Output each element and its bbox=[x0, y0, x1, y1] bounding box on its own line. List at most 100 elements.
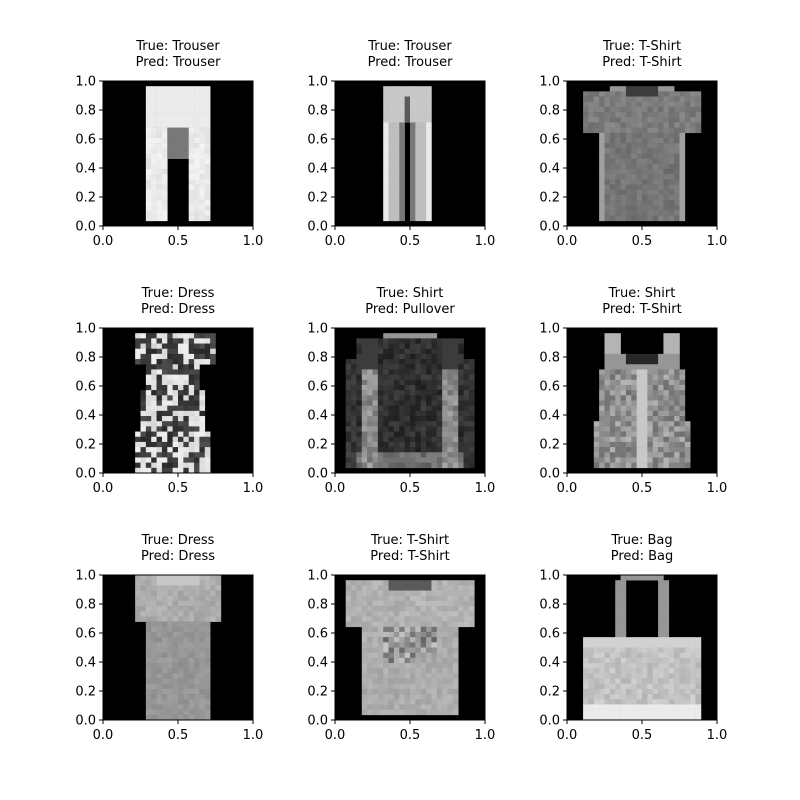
image-pixel bbox=[194, 348, 200, 355]
image-pixel bbox=[383, 410, 389, 417]
image-pixel bbox=[404, 657, 411, 664]
image-pixel bbox=[447, 709, 454, 716]
image-pixel bbox=[674, 647, 680, 653]
image-pixel bbox=[156, 210, 163, 216]
image-pixel bbox=[145, 637, 152, 643]
image-pixel bbox=[204, 652, 211, 659]
image-pixel bbox=[151, 395, 157, 401]
image-pixel bbox=[652, 390, 659, 396]
image-pixel bbox=[156, 441, 163, 448]
image-pixel bbox=[388, 395, 395, 401]
image-pixel bbox=[367, 457, 373, 463]
image-pixel bbox=[647, 416, 654, 422]
image-pixel bbox=[199, 704, 206, 710]
image-pixel bbox=[415, 441, 422, 448]
image-pixel bbox=[663, 657, 670, 664]
image-pixel bbox=[684, 421, 691, 427]
image-pixel bbox=[674, 348, 680, 355]
image-pixel bbox=[404, 348, 411, 355]
image-pixel bbox=[383, 585, 389, 591]
image-pixel bbox=[668, 91, 675, 97]
image-pixel bbox=[204, 189, 211, 196]
image-pixel bbox=[447, 400, 454, 406]
image-pixel bbox=[658, 590, 664, 597]
image-pixel bbox=[399, 338, 405, 344]
image-pixel bbox=[388, 637, 395, 643]
image-pixel bbox=[399, 374, 405, 381]
image-pixel bbox=[679, 663, 686, 669]
image-pixel bbox=[436, 421, 443, 427]
image-pixel bbox=[674, 683, 680, 690]
image-pixel bbox=[383, 678, 389, 685]
image-pixel bbox=[679, 678, 686, 685]
image-pixel bbox=[145, 678, 152, 685]
image-pixel bbox=[663, 91, 670, 97]
image-pixel bbox=[367, 384, 373, 391]
image-pixel bbox=[383, 158, 389, 165]
y-tick-label: 0.8 bbox=[75, 351, 96, 366]
image-pixel bbox=[447, 436, 454, 443]
image-pixel bbox=[652, 647, 659, 653]
image-pixel bbox=[183, 353, 190, 360]
image-pixel bbox=[194, 148, 200, 154]
image-pixel bbox=[668, 441, 675, 448]
image-pixel bbox=[658, 353, 664, 360]
image-pixel bbox=[415, 91, 422, 97]
image-pixel bbox=[178, 657, 184, 664]
image-pixel bbox=[399, 91, 405, 97]
y-tick-label: 0.0 bbox=[539, 714, 560, 729]
image-pixel bbox=[361, 374, 368, 381]
y-tick-label: 0.2 bbox=[307, 438, 328, 453]
image-pixel bbox=[188, 400, 195, 406]
image-pixel bbox=[663, 631, 670, 638]
image-pixel bbox=[145, 400, 152, 406]
image-pixel bbox=[420, 174, 427, 180]
y-tick-label: 0.0 bbox=[307, 467, 328, 482]
image-pixel bbox=[436, 416, 443, 422]
image-pixel bbox=[679, 694, 686, 700]
image-bag bbox=[567, 575, 717, 721]
image-pixel bbox=[345, 359, 352, 365]
image-pixel bbox=[604, 333, 611, 339]
image-pixel bbox=[636, 137, 643, 144]
image-pixel bbox=[620, 200, 627, 206]
image-pixel bbox=[458, 595, 464, 602]
image-pixel bbox=[631, 143, 637, 149]
image-pixel bbox=[631, 709, 637, 716]
image-pixel bbox=[178, 101, 184, 108]
image-pixel bbox=[145, 663, 152, 669]
image-pixel bbox=[442, 431, 448, 438]
image-pixel bbox=[604, 143, 611, 149]
image-pixel bbox=[199, 169, 206, 175]
image-pixel bbox=[426, 416, 432, 422]
image-pixel bbox=[599, 683, 605, 690]
image-pixel bbox=[690, 709, 696, 716]
image-pixel bbox=[188, 205, 195, 211]
image-pixel bbox=[156, 462, 163, 469]
image-pixel bbox=[361, 699, 368, 705]
image-pixel bbox=[463, 379, 470, 386]
image-pixel bbox=[663, 416, 670, 422]
image-pixel bbox=[679, 169, 686, 175]
image-pixel bbox=[642, 421, 648, 427]
image-pixel bbox=[399, 652, 405, 659]
image-pixel bbox=[420, 462, 427, 469]
image-pixel bbox=[642, 714, 648, 721]
image-pixel bbox=[647, 657, 654, 664]
image-pixel bbox=[642, 447, 648, 453]
image-pixel bbox=[404, 699, 411, 705]
image-pixel bbox=[599, 210, 605, 216]
subplot-true-label: True: Dress bbox=[141, 286, 215, 301]
image-pixel bbox=[658, 137, 664, 144]
image-pixel bbox=[194, 441, 200, 448]
image-pixel bbox=[442, 663, 448, 669]
image-pixel bbox=[172, 611, 179, 617]
image-pixel bbox=[663, 137, 670, 144]
image-pixel bbox=[188, 626, 195, 633]
image-pixel bbox=[599, 678, 605, 685]
image-pixel bbox=[393, 374, 400, 381]
image-pixel bbox=[393, 384, 400, 391]
image-pixel bbox=[172, 410, 179, 417]
image-pixel bbox=[668, 637, 675, 643]
image-pixel bbox=[452, 585, 459, 591]
